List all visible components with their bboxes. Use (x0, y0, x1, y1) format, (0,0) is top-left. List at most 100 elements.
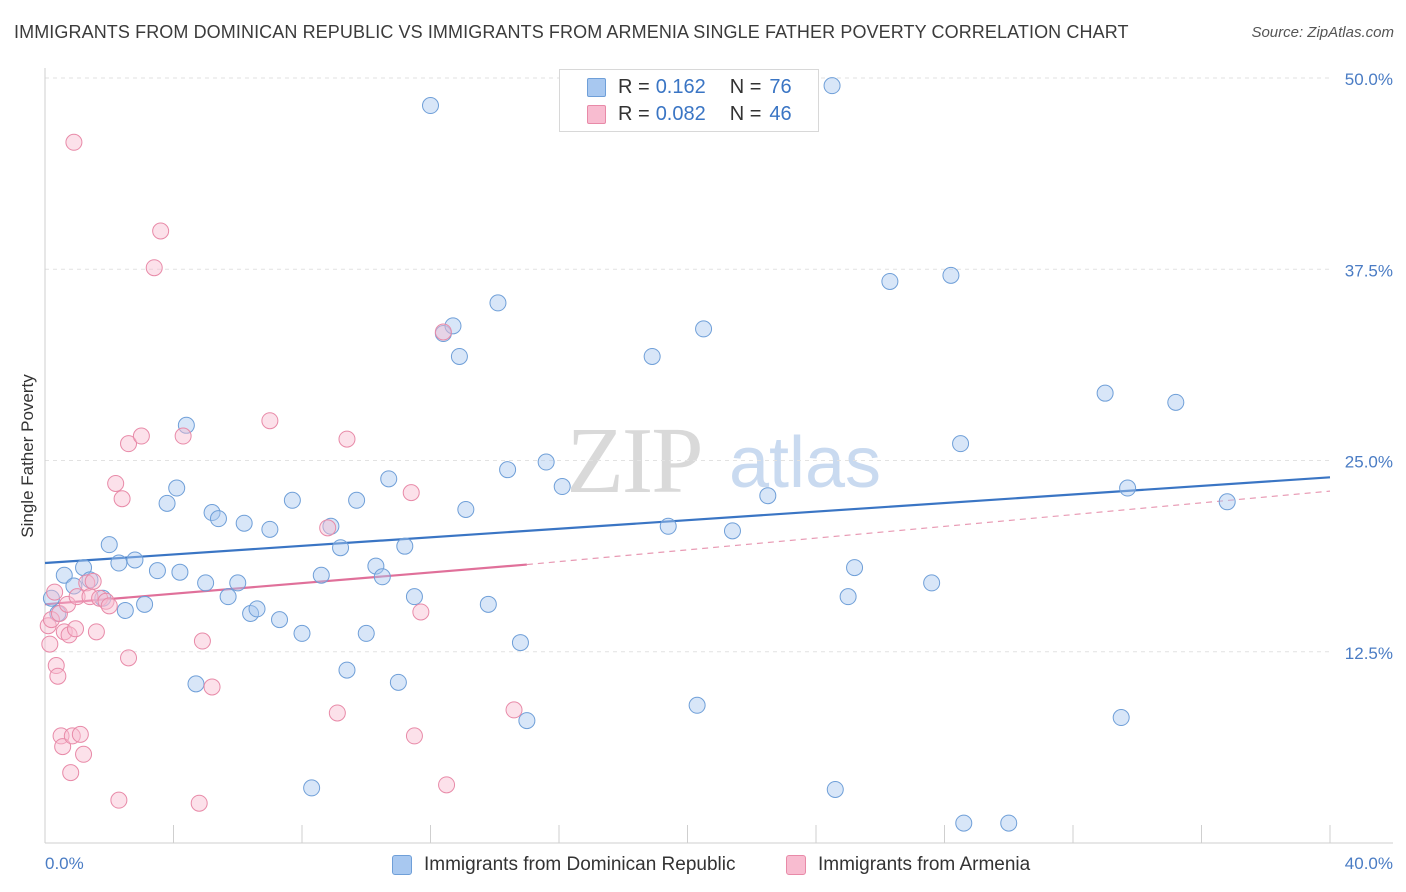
point-dominican (489, 294, 507, 312)
legend-n-value: 76 (769, 75, 792, 98)
y-tick-label: 37.5% (1345, 261, 1393, 280)
point-dominican (688, 696, 706, 714)
point-armenia (405, 727, 423, 745)
point-dominican (659, 517, 677, 535)
point-dominican (197, 574, 215, 592)
point-armenia (145, 259, 163, 277)
point-dominican (942, 266, 960, 284)
point-dominican (203, 504, 221, 522)
point-dominican (348, 491, 366, 509)
point-dominican (283, 491, 301, 509)
point-dominican (518, 712, 536, 730)
legend-swatch-dominican (587, 77, 606, 97)
point-dominican (303, 779, 321, 797)
point-dominican (373, 568, 391, 586)
legend-r-value: 0.162 (655, 75, 706, 98)
point-armenia (328, 704, 346, 722)
point-armenia (41, 635, 59, 653)
point-dominican (537, 453, 555, 471)
point-dominican (457, 500, 475, 518)
point-armenia (49, 667, 67, 685)
legend-row-dominican: R = 0.162 N = 76 (560, 74, 792, 100)
point-dominican (338, 661, 356, 679)
point-armenia (438, 776, 456, 794)
point-dominican (1096, 384, 1114, 402)
point-armenia (67, 620, 85, 638)
point-armenia (65, 133, 83, 151)
point-dominican (100, 536, 118, 554)
point-armenia (120, 649, 138, 667)
point-dominican (499, 461, 517, 479)
point-armenia (68, 588, 86, 606)
point-armenia (203, 678, 221, 696)
point-armenia (100, 597, 118, 615)
point-dominican (187, 675, 205, 693)
point-dominican (643, 347, 661, 365)
point-dominican (171, 563, 189, 581)
trend-line-armenia-extrapolated (526, 490, 1331, 566)
point-armenia (54, 738, 72, 756)
point-dominican (553, 478, 571, 496)
legend-n-label: N = (729, 102, 762, 125)
trend-line-dominican (44, 476, 1331, 565)
trend-line-armenia (44, 563, 527, 606)
point-dominican (723, 522, 741, 540)
point-dominican (396, 537, 414, 555)
point-armenia (319, 519, 337, 537)
point-armenia (113, 490, 131, 508)
point-dominican (271, 611, 289, 629)
point-dominican (1119, 479, 1137, 497)
point-dominican (65, 577, 83, 595)
series-legend-dominican[interactable]: Immigrants from Dominican Republic (392, 852, 736, 878)
trend-lines (44, 476, 1331, 606)
point-armenia (107, 474, 125, 492)
point-dominican (168, 479, 186, 497)
y-tick-label: 25.0% (1345, 453, 1393, 472)
point-dominican (444, 317, 462, 335)
y-tick-label: 12.5% (1345, 644, 1393, 663)
point-armenia (71, 725, 89, 743)
point-armenia (110, 791, 128, 809)
point-armenia (261, 412, 279, 430)
point-armenia (47, 657, 65, 675)
legend-r-label: R = (618, 102, 650, 125)
point-dominican (479, 595, 497, 613)
legend-r-value: 0.082 (655, 102, 706, 125)
point-dominican (389, 673, 407, 691)
series-label-dominican: Immigrants from Dominican Republic (424, 854, 736, 875)
point-armenia (75, 745, 93, 763)
y-tick-label: 50.0% (1345, 70, 1393, 89)
point-dominican (209, 510, 227, 528)
point-dominican (695, 320, 713, 338)
legend-n-value: 46 (769, 102, 792, 125)
point-dominican (1167, 393, 1185, 411)
data-points (39, 77, 1236, 832)
point-dominican (422, 97, 439, 115)
series-swatch-dominican (392, 855, 412, 875)
point-dominican (955, 814, 973, 832)
point-dominican (229, 574, 247, 592)
point-armenia (505, 701, 523, 719)
point-dominican (235, 514, 253, 532)
point-dominican (261, 520, 279, 538)
point-dominican (511, 634, 529, 652)
point-dominican (332, 539, 350, 557)
watermark-atlas: atlas (729, 423, 881, 503)
point-dominican (450, 347, 468, 365)
point-dominican (823, 77, 841, 95)
point-dominican (380, 470, 398, 488)
correlation-legend: R = 0.162 N = 76 R = 0.082 N = 46 (559, 69, 819, 132)
series-legend-armenia[interactable]: Immigrants from Armenia (786, 852, 1030, 878)
point-armenia (84, 572, 102, 590)
point-dominican (1218, 493, 1236, 511)
point-dominican (1000, 814, 1018, 832)
point-armenia (190, 794, 208, 812)
axes (44, 68, 1393, 844)
point-armenia (55, 623, 73, 641)
point-armenia (132, 427, 150, 445)
legend-r-label: R = (618, 75, 650, 98)
point-dominican (846, 559, 864, 577)
point-armenia (60, 626, 78, 644)
point-dominican (759, 487, 777, 505)
